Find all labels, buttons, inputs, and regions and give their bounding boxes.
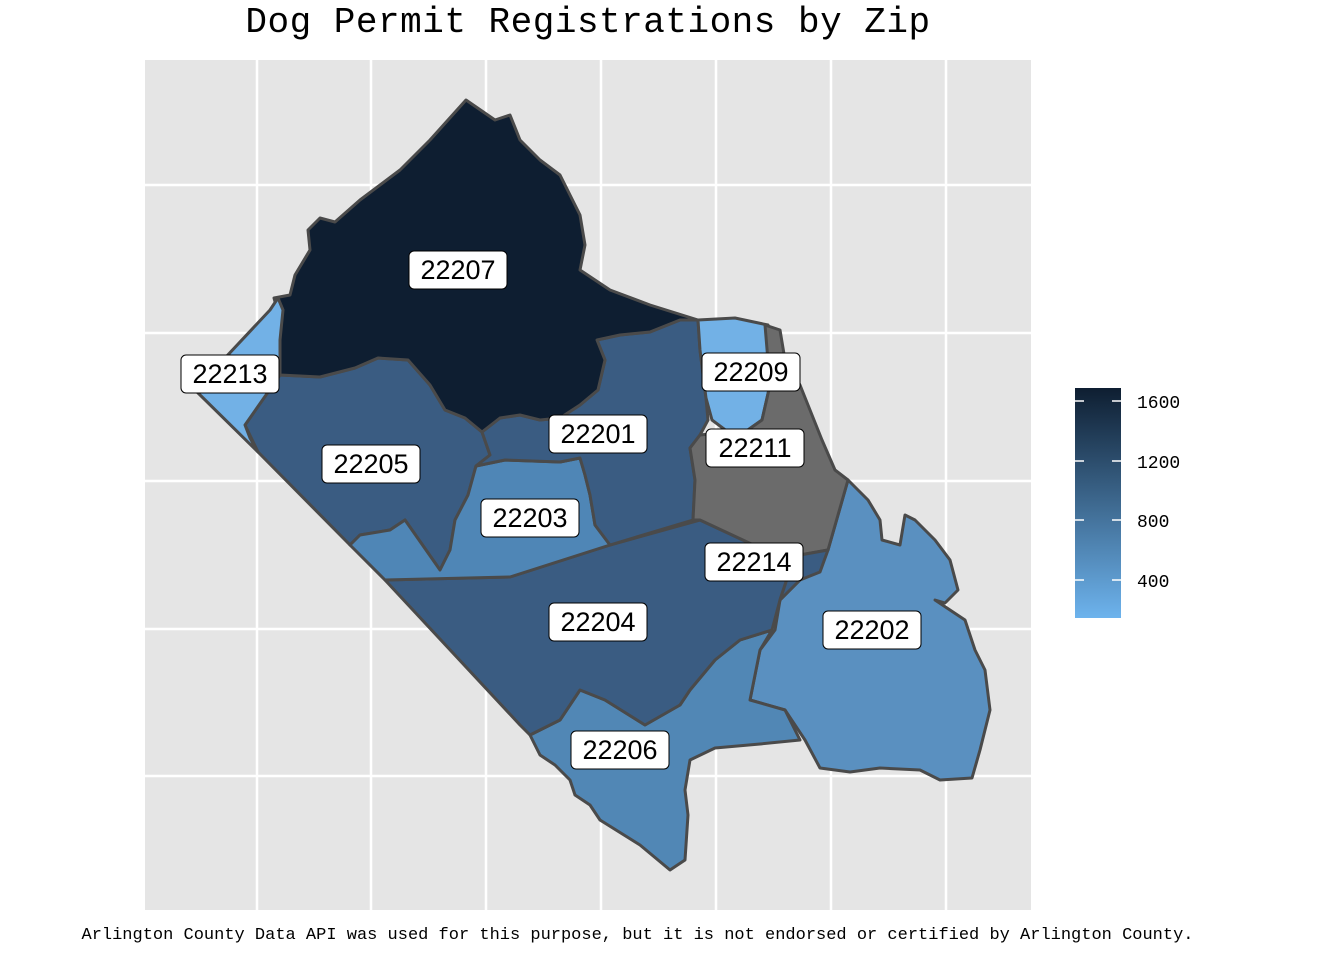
label-22213: 22213 [180,354,280,394]
color-legend: 1600 1200 800 400 [1075,388,1180,618]
legend-tick-800: 800 [1137,513,1169,533]
svg-text:22211: 22211 [718,433,791,463]
svg-text:22205: 22205 [333,449,408,479]
data-source-caption: Arlington County Data API was used for t… [81,926,1194,945]
svg-text:22214: 22214 [716,547,791,577]
svg-text:22207: 22207 [420,255,495,285]
legend-ticks [1075,400,1121,581]
legend-tick-400: 400 [1137,573,1169,593]
map-title: Dog Permit Registrations by Zip [245,2,931,43]
svg-text:22209: 22209 [713,357,788,387]
label-22211: 22211 [705,428,805,468]
zip-labels: 22207 22213 22209 22201 22211 22205 [180,250,922,770]
svg-text:22203: 22203 [492,503,567,533]
label-22205: 22205 [321,444,421,484]
legend-tick-1600: 1600 [1137,394,1180,414]
legend-colorbar [1075,388,1121,618]
svg-text:22201: 22201 [560,419,635,449]
label-22206: 22206 [570,730,670,770]
legend-tick-1200: 1200 [1137,454,1180,474]
svg-text:22206: 22206 [582,735,657,765]
label-22207: 22207 [408,250,508,290]
svg-text:22202: 22202 [834,615,909,645]
label-22204: 22204 [548,602,648,642]
label-22201: 22201 [548,414,648,454]
svg-text:22213: 22213 [192,359,267,389]
svg-text:22204: 22204 [560,607,635,637]
label-22214: 22214 [704,542,804,582]
label-22209: 22209 [701,352,801,392]
label-22202: 22202 [822,610,922,650]
label-22203: 22203 [480,498,580,538]
